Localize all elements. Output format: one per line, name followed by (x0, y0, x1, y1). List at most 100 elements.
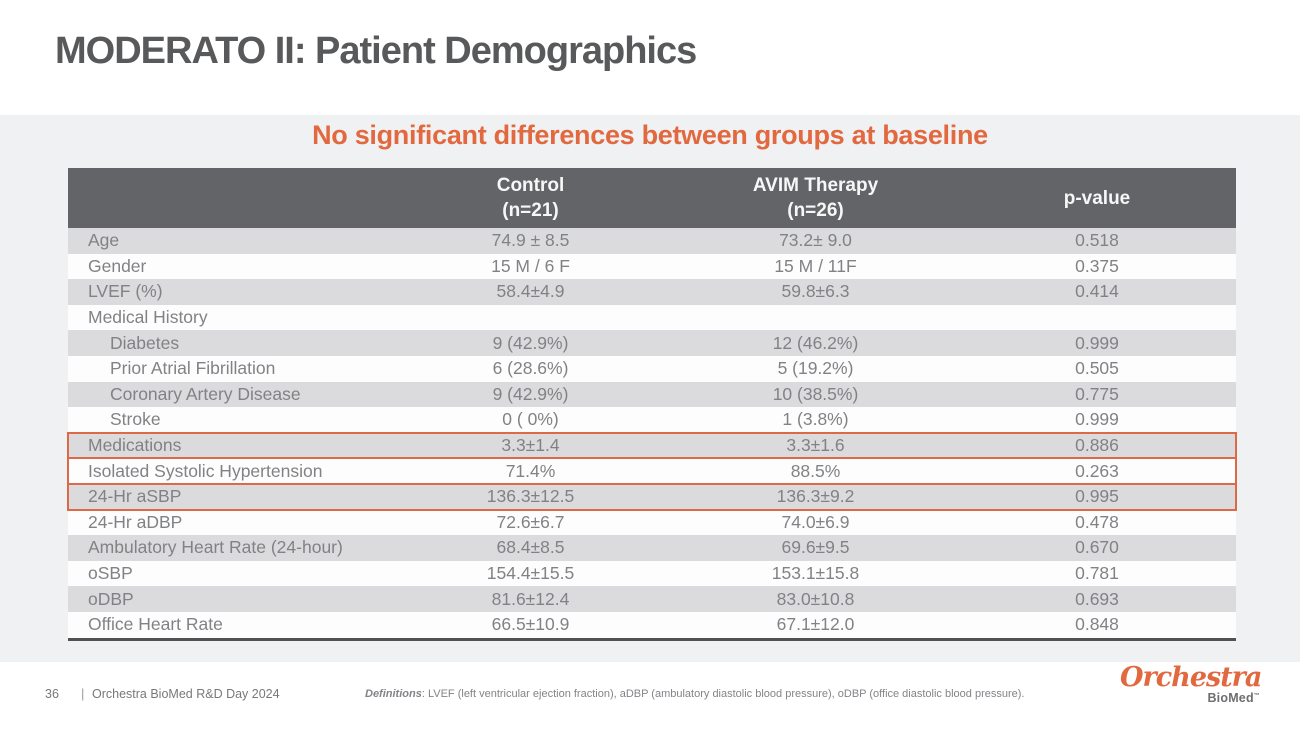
header-blank-cell (68, 168, 388, 228)
header-avim-line2: (n=26) (787, 200, 844, 221)
cell-avim: 10 (38.5%) (772, 383, 859, 404)
cell-avim: 5 (19.2%) (777, 358, 854, 379)
cell-label: 24-Hr aDBP (88, 511, 183, 532)
footer-separator: | (81, 686, 85, 701)
cell-label: Coronary Artery Disease (110, 383, 301, 404)
header-control-line2: (n=21) (502, 200, 559, 221)
cell-p: 0.414 (1075, 281, 1119, 302)
cell-p: 0.375 (1075, 255, 1119, 276)
cell-avim: 59.8±6.3 (781, 281, 850, 302)
table-row: Coronary Artery Disease 9 (42.9%) 10 (38.5… (68, 381, 1236, 408)
definitions-text: : LVEF (left ventricular ejection fracti… (421, 688, 1025, 700)
cell-p: 0.478 (1075, 511, 1119, 532)
trademark-symbol: ™ (1253, 692, 1260, 699)
table-row: Isolated Systolic Hypertension 71.4% 88.5%… (67, 457, 1237, 485)
table-row: 24-Hr aSBP 136.3±12.5 136.3±9.2 0.995 (67, 482, 1237, 511)
cell-label: LVEF (%) (88, 281, 163, 302)
table-row: Age 74.9 ± 8.5 73.2± 9.0 0.518 (68, 228, 1236, 254)
cell-avim: 3.3±1.6 (786, 435, 845, 456)
table-header-row: Control (n=21) AVIM Therapy (n=26) p-val… (68, 168, 1236, 228)
cell-label: Age (88, 230, 120, 251)
cell-label: Stroke (110, 409, 161, 430)
cell-control: 74.9 ± 8.5 (491, 230, 570, 251)
cell-avim: 153.1±15.8 (771, 563, 860, 584)
cell-label: Medical History (88, 307, 208, 328)
cell-control: 72.6±6.7 (496, 511, 565, 532)
cell-label: 24-Hr aSBP (88, 486, 182, 507)
cell-control: 6 (28.6%) (492, 358, 569, 379)
logo-biomed-text: BioMed™ (1120, 692, 1260, 705)
logo-biomed-label: BioMed (1207, 691, 1254, 705)
logo-wordmark: Orchestra (1120, 662, 1262, 693)
table-row: Stroke 0 ( 0%) 1 (3.8%) 0.999 (68, 407, 1236, 433)
cell-p: 0.995 (1075, 486, 1119, 507)
table-row: oDBP 81.6±12.4 83.0±10.8 0.693 (68, 586, 1236, 612)
orchestra-biomed-logo: Orchestra BioMed™ (1120, 662, 1262, 705)
cell-p: 0.263 (1075, 460, 1119, 481)
cell-label: Diabetes (110, 332, 180, 353)
table-body: Age 74.9 ± 8.5 73.2± 9.0 0.518 Gender 15 M / … (67, 228, 1237, 641)
page-title: MODERATO II: Patient Demographics (55, 30, 697, 72)
header-p-value: p-value (1063, 187, 1131, 209)
cell-label: Medications (88, 435, 182, 456)
cell-p: 0.886 (1075, 435, 1119, 456)
cell-label: oDBP (88, 588, 134, 609)
cell-control: 0 ( 0%) (502, 409, 559, 430)
subtitle: No significant differences between group… (312, 120, 988, 150)
definitions-label: Definitions (365, 688, 422, 700)
cell-control: 66.5±10.9 (491, 614, 570, 635)
cell-label: Isolated Systolic Hypertension (88, 460, 323, 481)
cell-label: Gender (88, 255, 147, 276)
demographics-table: Control (n=21) AVIM Therapy (n=26) p-val… (67, 168, 1237, 641)
cell-p: 0.999 (1075, 409, 1119, 430)
cell-p: 0.775 (1075, 383, 1119, 404)
page-number: 36 (45, 687, 59, 701)
cell-label: Office Heart Rate (88, 614, 223, 635)
header-control: Control (n=21) (388, 168, 673, 228)
cell-control: 68.4±8.5 (496, 537, 565, 558)
cell-p: 0.781 (1075, 563, 1119, 584)
cell-label: oSBP (88, 563, 133, 584)
table-row: Prior Atrial Fibrillation 6 (28.6%) 5 (19.… (68, 355, 1236, 382)
cell-control: 154.4±15.5 (486, 563, 575, 584)
cell-avim: 83.0±10.8 (776, 588, 855, 609)
table-row: oSBP 154.4±15.5 153.1±15.8 0.781 (68, 560, 1236, 587)
table-row: Ambulatory Heart Rate (24-hour) 68.4±8.5 6… (68, 535, 1236, 561)
cell-avim: 12 (46.2%) (772, 332, 859, 353)
cell-avim: 15 M / 11F (774, 255, 857, 276)
cell-avim: 88.5% (790, 460, 841, 481)
table-row: Medications 3.3±1.4 3.3±1.6 0.886 (67, 431, 1237, 460)
table-row: Diabetes 9 (42.9%) 12 (46.2%) 0.999 (68, 330, 1236, 356)
header-avim-therapy: AVIM Therapy (n=26) (673, 168, 958, 228)
cell-avim: 74.0±6.9 (781, 511, 850, 532)
definitions-note: Definitions: LVEF (left ventricular ejec… (365, 688, 1055, 700)
cell-avim: 1 (3.8%) (782, 409, 849, 430)
table-row: 24-Hr aDBP 72.6±6.7 74.0±6.9 0.478 (68, 509, 1236, 536)
cell-label: Prior Atrial Fibrillation (110, 358, 276, 379)
cell-control: 58.4±4.9 (496, 281, 565, 302)
header-avim-line1: AVIM Therapy (752, 175, 879, 196)
cell-control: 81.6±12.4 (491, 588, 570, 609)
cell-p: 0.848 (1075, 614, 1119, 635)
cell-p: 0.670 (1075, 537, 1119, 558)
cell-control: 3.3±1.4 (501, 435, 560, 456)
cell-p: 0.999 (1075, 332, 1119, 353)
table-row: Gender 15 M / 6 F 15 M / 11F 0.375 (68, 253, 1236, 280)
table-row: Office Heart Rate 66.5±10.9 67.1±12.0 0.848 (68, 611, 1236, 638)
cell-avim: 136.3±9.2 (776, 486, 855, 507)
cell-p: 0.693 (1075, 588, 1119, 609)
cell-control: 15 M / 6 F (491, 255, 570, 276)
cell-p: 0.518 (1075, 230, 1119, 251)
table-row: Medical History (68, 304, 1236, 331)
header-control-line1: Control (496, 175, 565, 196)
cell-p: 0.505 (1075, 358, 1119, 379)
cell-control: 9 (42.9%) (492, 383, 569, 404)
cell-avim: 73.2± 9.0 (779, 230, 852, 251)
cell-control: 136.3±12.5 (486, 486, 575, 507)
cell-label: Ambulatory Heart Rate (24-hour) (88, 537, 343, 558)
cell-avim: 67.1±12.0 (776, 614, 855, 635)
footer-event-name: Orchestra BioMed R&D Day 2024 (92, 687, 280, 701)
cell-avim: 69.6±9.5 (781, 537, 850, 558)
cell-control: 9 (42.9%) (492, 332, 569, 353)
